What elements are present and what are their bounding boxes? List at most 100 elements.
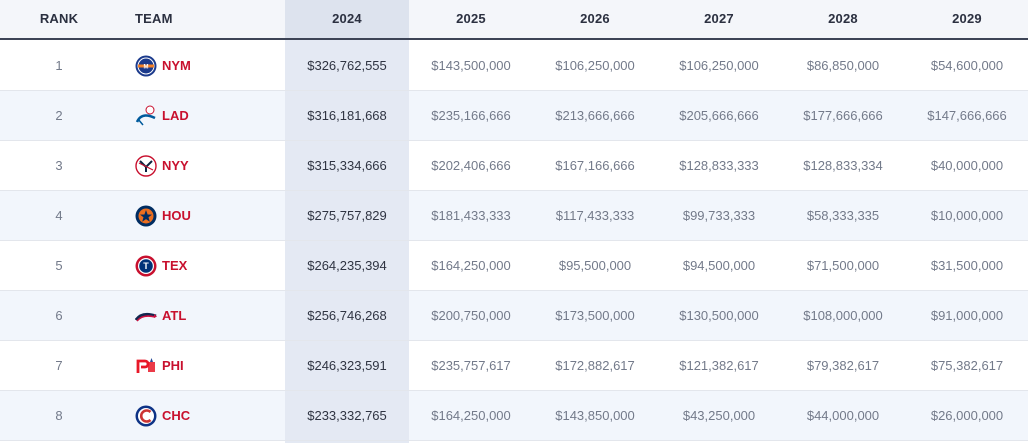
rank-cell: 7	[55, 358, 63, 373]
braves-logo-icon	[135, 312, 157, 322]
value-2027: $205,666,666	[679, 108, 759, 123]
header-2029[interactable]: 2029	[952, 11, 982, 26]
rank-cell: 4	[55, 208, 63, 223]
table-row[interactable]: 4 HOU $275,757,829 $181,433,333 $117,433…	[0, 191, 1028, 241]
value-2027: $121,382,617	[679, 358, 759, 373]
value-2024: $275,757,829	[307, 208, 387, 223]
value-2027: $130,500,000	[679, 308, 759, 323]
team-cell[interactable]: PHI	[135, 341, 184, 390]
phillies-logo-icon	[136, 357, 155, 373]
value-2026: $173,500,000	[555, 308, 635, 323]
value-2027: $94,500,000	[682, 258, 756, 273]
value-2025: $235,757,617	[431, 358, 511, 373]
value-2028: $58,333,335	[806, 208, 880, 223]
rank-cell: 6	[55, 308, 63, 323]
value-2025: $181,433,333	[431, 208, 511, 223]
value-2029: $147,666,666	[927, 108, 1007, 123]
team-cell[interactable]: NYY	[135, 141, 189, 190]
value-2029: $26,000,000	[930, 408, 1004, 423]
value-2025: $202,406,666	[431, 158, 511, 173]
value-2026: $106,250,000	[555, 58, 635, 73]
team-abbr[interactable]: PHI	[162, 358, 184, 373]
mets-logo-icon: M	[135, 55, 157, 76]
table-row[interactable]: 2 LAD $316,181,668 $235,166,666 $213,666…	[0, 91, 1028, 141]
team-abbr[interactable]: CHC	[162, 408, 191, 423]
value-2025: $164,250,000	[431, 258, 511, 273]
team-cell[interactable]: CHC	[135, 391, 190, 440]
value-2025: $200,750,000	[431, 308, 511, 323]
value-2028: $71,500,000	[806, 258, 880, 273]
svg-text:T: T	[143, 261, 149, 271]
team-abbr[interactable]: TEX	[162, 258, 188, 273]
rank-cell: 2	[55, 108, 63, 123]
value-2029: $75,382,617	[930, 358, 1004, 373]
value-2026: $172,882,617	[555, 358, 635, 373]
value-2029: $54,600,000	[930, 58, 1004, 73]
team-cell[interactable]: LAD	[135, 91, 189, 140]
value-2026: $117,433,333	[555, 208, 635, 223]
dodgers-logo-icon	[135, 105, 156, 125]
table-row[interactable]: 5 T TEX $264,235,394 $164,250,000 $95,50…	[0, 241, 1028, 291]
table-row[interactable]: 6 ATL $256,746,268 $200,750,000 $173,500…	[0, 291, 1028, 341]
value-2026: $95,500,000	[558, 258, 632, 273]
team-abbr[interactable]: HOU	[162, 208, 191, 223]
header-2028[interactable]: 2028	[828, 11, 858, 26]
team-cell[interactable]: T TEX	[135, 241, 187, 290]
value-2025: $143,500,000	[431, 58, 511, 73]
value-2028: $128,833,334	[803, 158, 883, 173]
header-2026[interactable]: 2026	[580, 11, 610, 26]
value-2024: $264,235,394	[307, 258, 387, 273]
value-2025: $235,166,666	[431, 108, 511, 123]
value-2028: $44,000,000	[806, 408, 880, 423]
rank-cell: 3	[55, 158, 63, 173]
value-2024: $316,181,668	[307, 108, 387, 123]
value-2024: $246,323,591	[307, 358, 387, 373]
astros-logo-icon	[135, 205, 157, 226]
value-2024: $233,332,765	[307, 408, 387, 423]
value-2024: $256,746,268	[307, 308, 387, 323]
value-2029: $31,500,000	[930, 258, 1004, 273]
value-2027: $43,250,000	[682, 408, 756, 423]
team-abbr[interactable]: ATL	[162, 308, 187, 323]
team-cell[interactable]: ATL	[135, 291, 186, 340]
table-row[interactable]: 8 CHC $233,332,765 $164,250,000 $143,850…	[0, 391, 1028, 441]
team-cell[interactable]: M NYM	[135, 41, 191, 90]
rank-cell: 5	[55, 258, 63, 273]
header-2027[interactable]: 2027	[704, 11, 734, 26]
value-2027: $106,250,000	[679, 58, 759, 73]
svg-text:M: M	[144, 64, 149, 70]
rangers-logo-icon: T	[135, 255, 157, 276]
team-abbr[interactable]: NYY	[162, 158, 189, 173]
table-header: RANK TEAM 2024 2025 2026 2027 2028 2029	[0, 0, 1028, 40]
header-2025[interactable]: 2025	[456, 11, 486, 26]
rank-cell: 8	[55, 408, 63, 423]
value-2026: $167,166,666	[555, 158, 635, 173]
value-2029: $10,000,000	[930, 208, 1004, 223]
value-2026: $143,850,000	[555, 408, 635, 423]
table-row[interactable]: 1 M NYM $326,762,555 $143,500,000 $106,2…	[0, 41, 1028, 91]
value-2028: $79,382,617	[806, 358, 880, 373]
value-2029: $91,000,000	[930, 308, 1004, 323]
value-2026: $213,666,666	[555, 108, 635, 123]
header-rank[interactable]: RANK	[39, 11, 79, 26]
header-2024[interactable]: 2024	[332, 11, 362, 26]
yankees-logo-icon	[135, 154, 157, 177]
value-2025: $164,250,000	[431, 408, 511, 423]
header-team[interactable]: TEAM	[135, 11, 173, 26]
team-cell[interactable]: HOU	[135, 191, 191, 240]
value-2028: $108,000,000	[803, 308, 883, 323]
value-2029: $40,000,000	[930, 158, 1004, 173]
value-2028: $177,666,666	[803, 108, 883, 123]
team-abbr[interactable]: LAD	[162, 108, 189, 123]
value-2024: $326,762,555	[307, 58, 387, 73]
value-2024: $315,334,666	[307, 158, 387, 173]
cubs-logo-icon	[135, 405, 157, 426]
table-row[interactable]: 3 NYY $315,334,666 $202,406,666 $167,166…	[0, 141, 1028, 191]
value-2028: $86,850,000	[806, 58, 880, 73]
value-2027: $99,733,333	[682, 208, 756, 223]
table-row[interactable]: 7 PHI $246,323,591 $235,757,617 $172,882…	[0, 341, 1028, 391]
rank-cell: 1	[55, 58, 63, 73]
value-2027: $128,833,333	[679, 158, 759, 173]
team-abbr[interactable]: NYM	[162, 58, 191, 73]
